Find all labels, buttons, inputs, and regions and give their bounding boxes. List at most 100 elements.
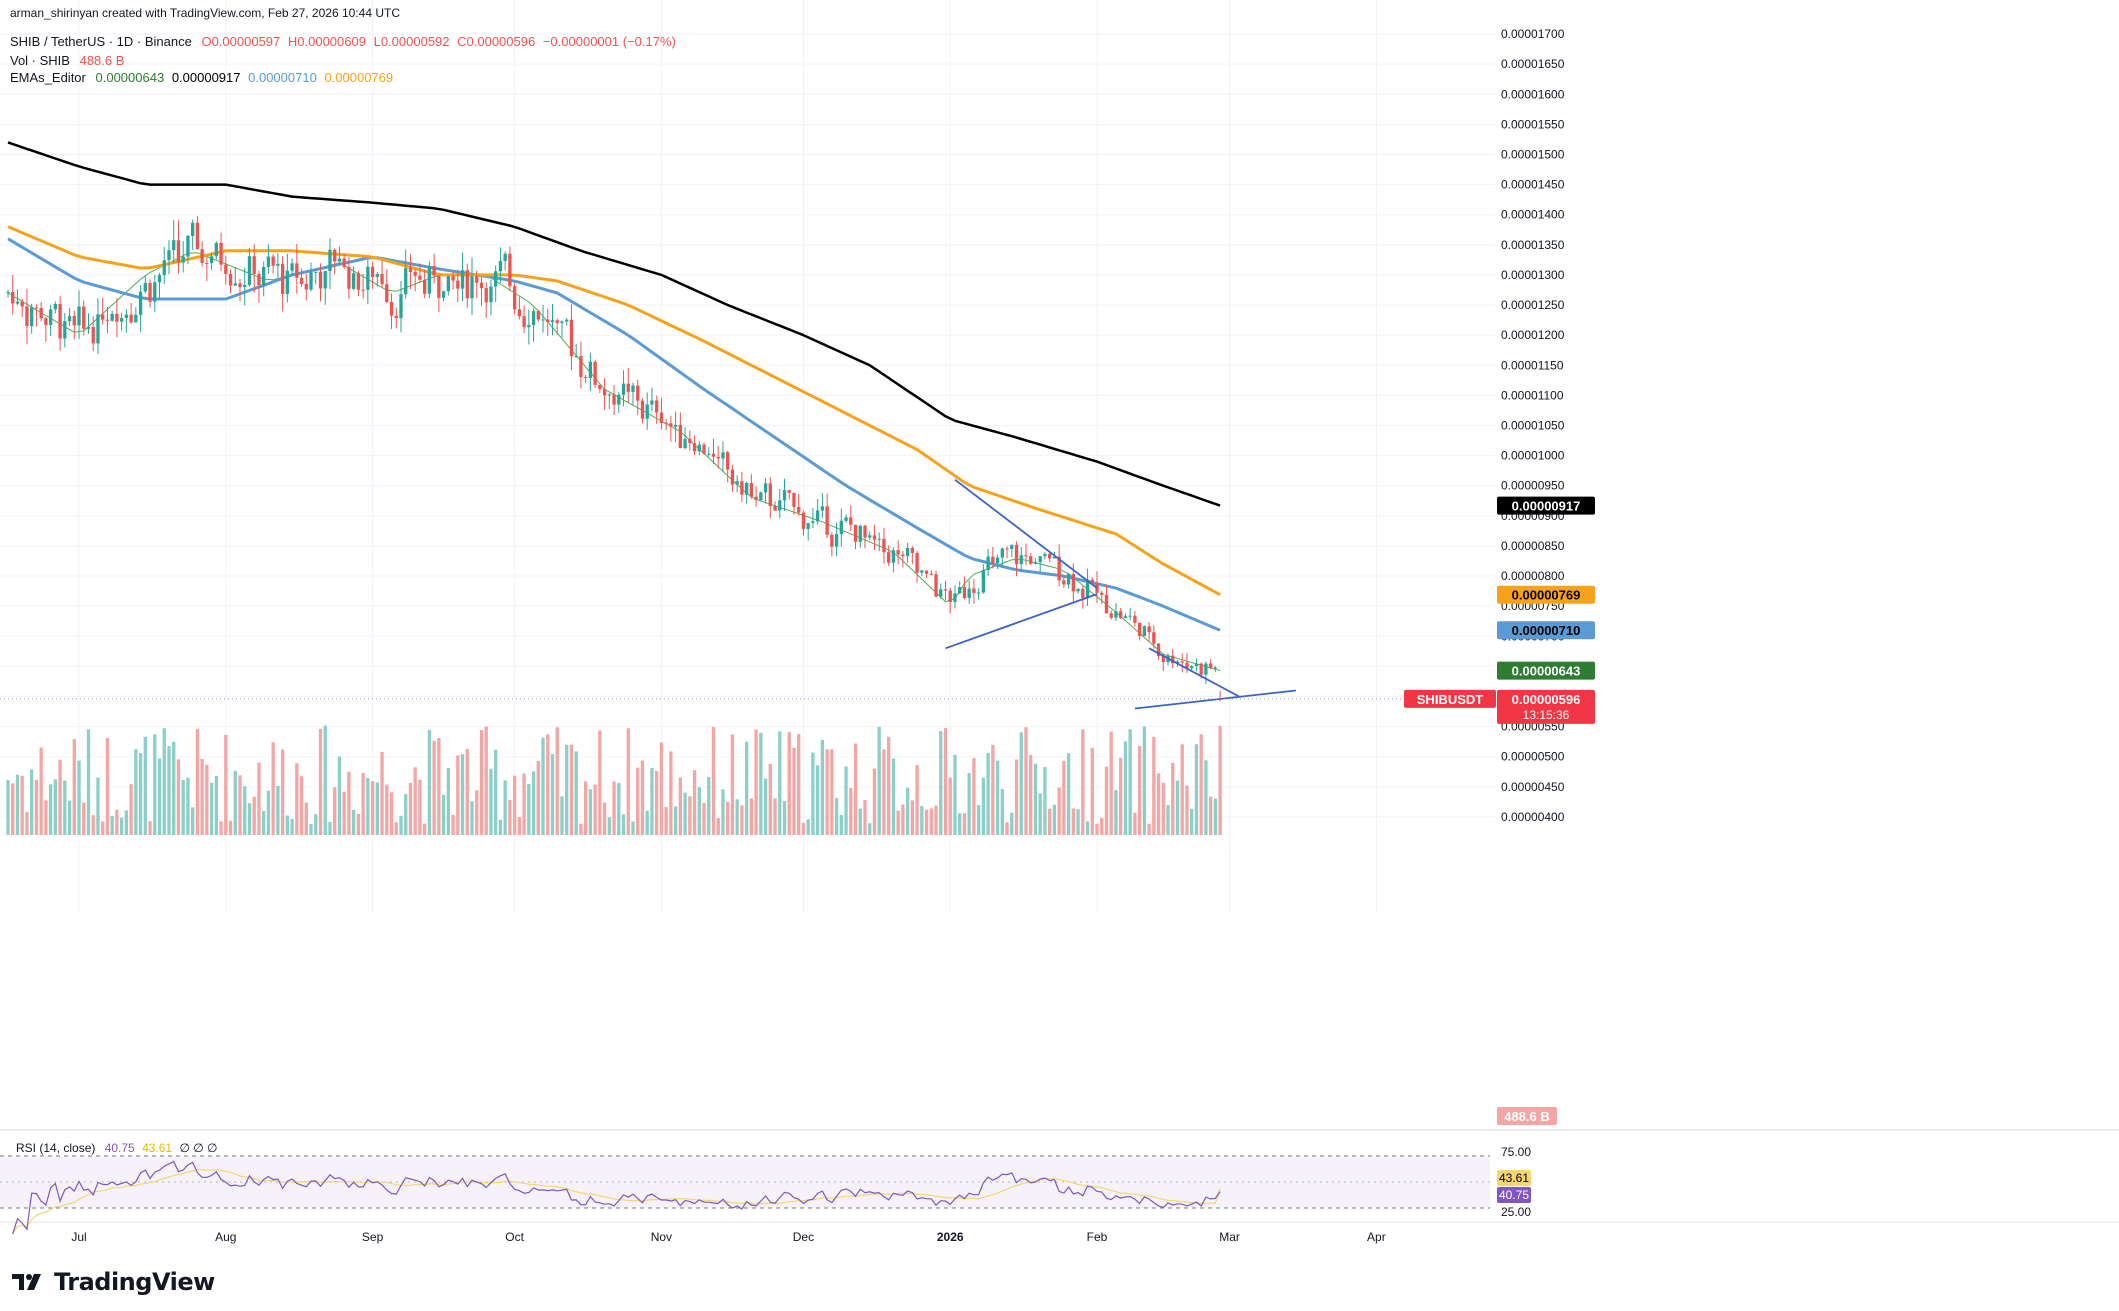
volume-bar xyxy=(726,801,730,835)
candle-body xyxy=(915,552,919,573)
rsi-label[interactable]: RSI (14, close) xyxy=(16,1141,96,1155)
volume-bar xyxy=(588,789,593,835)
candle-body xyxy=(792,492,796,507)
volume-bar xyxy=(333,787,337,835)
candle-body xyxy=(811,521,815,524)
candle-body xyxy=(536,311,540,320)
candle-body xyxy=(588,361,593,378)
symbol-info[interactable]: SHIB / TetherUS · 1D · Binance O0.000005… xyxy=(10,34,676,49)
candle-body xyxy=(782,490,787,501)
candle-body xyxy=(1194,663,1199,667)
candle-body xyxy=(276,263,280,266)
candle-body xyxy=(465,270,469,299)
price-tick-label: 0.00000950 xyxy=(1501,479,1565,493)
volume-bar xyxy=(323,725,327,835)
volume-bar xyxy=(792,747,796,835)
candle-body xyxy=(214,242,218,257)
candle-body xyxy=(437,275,441,298)
candle-body xyxy=(446,276,450,292)
candle-body xyxy=(58,304,62,339)
candle-body xyxy=(299,277,304,284)
time-tick-label: Apr xyxy=(1367,1230,1386,1244)
rsi-legend[interactable]: RSI (14, close) 40.75 43.61 ∅ ∅ ∅ xyxy=(16,1141,217,1155)
candle-body xyxy=(621,383,626,395)
price-tick-label: 0.00001500 xyxy=(1501,147,1565,161)
candle-body xyxy=(834,534,839,547)
candle-body xyxy=(195,222,200,250)
volume-bar xyxy=(1147,823,1151,835)
candle-body xyxy=(224,264,228,274)
volume-bar xyxy=(512,775,517,835)
volume-bar xyxy=(299,776,304,835)
candle-body xyxy=(583,377,588,379)
candle-body xyxy=(63,321,67,339)
candle-body xyxy=(1114,611,1118,618)
price-tick-label: 0.00000800 xyxy=(1501,569,1565,583)
candle-body xyxy=(901,554,905,557)
ema-legend[interactable]: EMAs_Editor 0.00000643 0.00000917 0.0000… xyxy=(10,70,393,85)
candle-body xyxy=(138,291,143,315)
volume-bar xyxy=(820,739,825,835)
volume-label[interactable]: Vol · SHIB xyxy=(10,53,70,68)
volume-bar xyxy=(262,810,266,835)
volume-bar xyxy=(754,729,758,835)
price-tick-label: 0.00001000 xyxy=(1501,449,1565,463)
volume-bar xyxy=(1005,822,1009,835)
ema200-badge-bg xyxy=(1497,496,1595,515)
candle-body xyxy=(148,282,152,302)
price-axis[interactable]: 0.00001700 0.00001650 0.00001600 0.00001550… xyxy=(1404,27,1595,1219)
candle-body xyxy=(1142,626,1147,636)
volume-bar xyxy=(948,777,952,835)
candle-body xyxy=(1062,580,1066,585)
volume-bar xyxy=(669,751,673,835)
symbol-badge[interactable]: SHIBUSDT xyxy=(1417,692,1484,707)
ema50-value: 0.00000710 xyxy=(248,70,317,85)
candle-body xyxy=(347,266,351,289)
candle-body xyxy=(389,302,394,316)
ema50-badge: 0.00000710 xyxy=(1512,623,1581,638)
footer-brand[interactable]: TradingView xyxy=(12,1268,215,1296)
volume-bar xyxy=(768,763,772,835)
candle-body xyxy=(134,314,138,323)
candle-body xyxy=(830,534,834,547)
volume-legend[interactable]: Vol · SHIB 488.6 B xyxy=(10,53,124,68)
symbol-name[interactable]: SHIB / TetherUS · 1D · Binance xyxy=(10,34,192,49)
candle-body xyxy=(640,400,645,419)
volume-bar xyxy=(280,749,285,835)
volume-bar xyxy=(598,730,602,835)
candle-body xyxy=(101,314,105,320)
candle-body xyxy=(228,273,233,286)
candle-body xyxy=(1199,663,1203,675)
time-axis[interactable]: Jul Aug Sep Oct Nov Dec 2026 Feb Mar Apr xyxy=(71,1230,1385,1244)
volume-bar xyxy=(688,796,692,835)
candle-body xyxy=(683,438,687,449)
candle-body xyxy=(205,262,209,264)
ema-label[interactable]: EMAs_Editor xyxy=(10,70,86,85)
candle-body xyxy=(370,266,375,277)
ohlc-close: C0.00000596 xyxy=(457,34,536,49)
volume-bar xyxy=(806,819,810,835)
volume-bar xyxy=(853,743,858,835)
volume-bar xyxy=(389,792,394,835)
candle-body xyxy=(1010,544,1014,549)
candle-body xyxy=(1066,574,1071,585)
volume-bar xyxy=(1010,812,1014,835)
trendline-upper_2 xyxy=(1148,647,1240,698)
volume-bar xyxy=(617,783,621,835)
volume-bar xyxy=(1156,773,1161,835)
candle-body xyxy=(1029,556,1033,564)
symbol-badge-bg[interactable] xyxy=(1404,689,1496,708)
candle-body xyxy=(451,276,455,281)
ema20-value: 0.00000643 xyxy=(95,70,165,85)
rsi-value: 40.75 xyxy=(104,1141,135,1155)
grid xyxy=(0,0,2119,1223)
time-tick-label: Nov xyxy=(651,1230,672,1244)
volume-bar xyxy=(15,774,20,835)
candle-body xyxy=(664,423,668,425)
volume-bar xyxy=(560,796,564,835)
time-tick-label: 2026 xyxy=(937,1230,964,1244)
candle-body xyxy=(1005,548,1009,550)
candle-body xyxy=(939,589,943,597)
volume-badge: 488.6 B xyxy=(1504,1109,1550,1124)
